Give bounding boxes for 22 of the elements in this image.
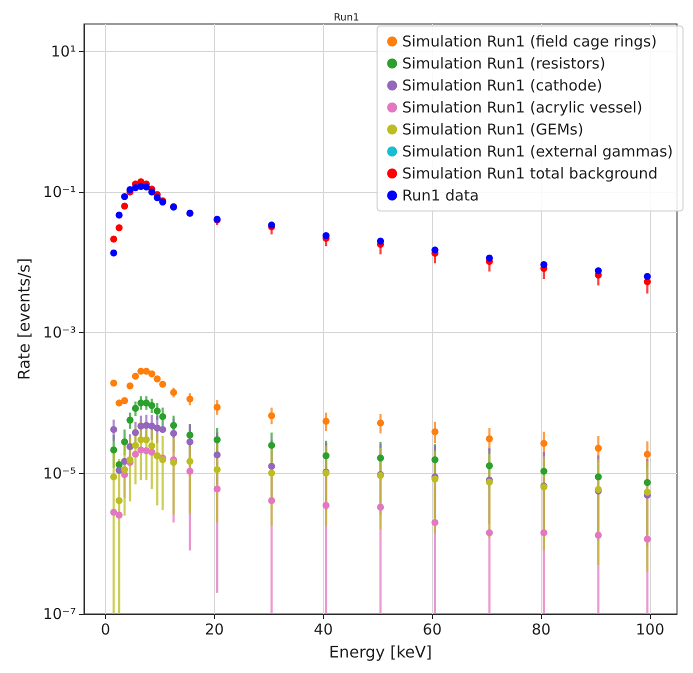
x-tick-label: 80 [532,620,551,638]
legend-label: Simulation Run1 total background [402,164,658,182]
x-tick-label: 20 [204,620,224,638]
legend-label: Simulation Run1 (resistors) [402,54,606,72]
x-tick-label: 0 [100,620,110,638]
y-tick-label: 10⁻⁵ [42,464,76,482]
legend-label: Simulation Run1 (GEMs) [402,120,584,138]
y-tick-label: 10⁻⁷ [42,605,76,623]
y-tick-label: 10⁻¹ [42,183,76,202]
legend-label: Simulation Run1 (external gammas) [402,142,674,160]
legend-label: Run1 data [402,186,479,204]
x-tick-label: 100 [636,620,664,638]
y-axis-title: Rate [events/s] [14,258,34,380]
x-tick-label: 40 [314,620,333,638]
legend-label: Simulation Run1 (field cage rings) [402,32,657,50]
x-tick-label: 60 [422,620,442,638]
legend-label: Simulation Run1 (acrylic vessel) [402,98,643,116]
y-tick-label: 10¹ [50,42,76,60]
y-tick-label: 10⁻³ [42,324,76,342]
chart-title: Run1 [334,12,360,24]
x-axis-title: Energy [keV] [328,642,432,662]
legend-label: Simulation Run1 (cathode) [402,76,602,94]
